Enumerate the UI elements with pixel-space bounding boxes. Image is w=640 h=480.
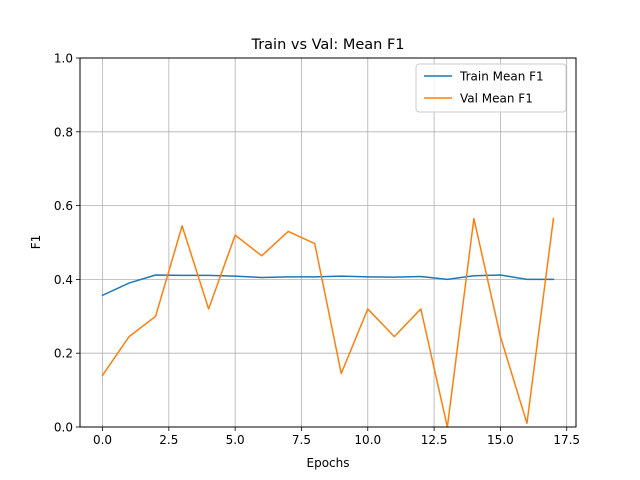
series-line-train [101, 274, 555, 297]
y-axis-label: F1 [29, 235, 43, 250]
y-axis-ticks: 0.0 0.2 0.4 0.6 0.8 1.0 [54, 52, 80, 435]
x-tick-label: 7.5 [292, 433, 311, 447]
series-line-val [101, 217, 555, 428]
legend: Train Mean F1 Val Mean F1 [415, 63, 567, 113]
y-tick-label: 0.0 [54, 421, 73, 435]
legend-label: Train Mean F1 [459, 70, 544, 84]
x-tick-label: 10.0 [354, 433, 381, 447]
x-tick-label: 2.5 [159, 433, 178, 447]
legend-label: Val Mean F1 [460, 92, 533, 106]
legend-box [415, 63, 567, 113]
y-tick-label: 0.8 [54, 125, 73, 139]
series-layer [101, 217, 555, 428]
x-tick-label: 0.0 [93, 433, 112, 447]
x-tick-label: 17.5 [553, 433, 580, 447]
y-tick-label: 0.6 [54, 199, 73, 213]
x-axis-label: Epochs [307, 456, 350, 470]
y-tick-label: 0.2 [54, 347, 73, 361]
plot-frame [79, 57, 577, 428]
x-axis-ticks: 0.0 2.5 5.0 7.5 10.0 12.5 15.0 17.5 [93, 427, 580, 447]
x-tick-label: 15.0 [487, 433, 514, 447]
y-tick-label: 0.4 [54, 273, 73, 287]
x-tick-label: 12.5 [421, 433, 448, 447]
y-tick-label: 1.0 [54, 52, 73, 66]
chart-title: Train vs Val: Mean F1 [250, 37, 404, 53]
x-tick-label: 5.0 [226, 433, 245, 447]
